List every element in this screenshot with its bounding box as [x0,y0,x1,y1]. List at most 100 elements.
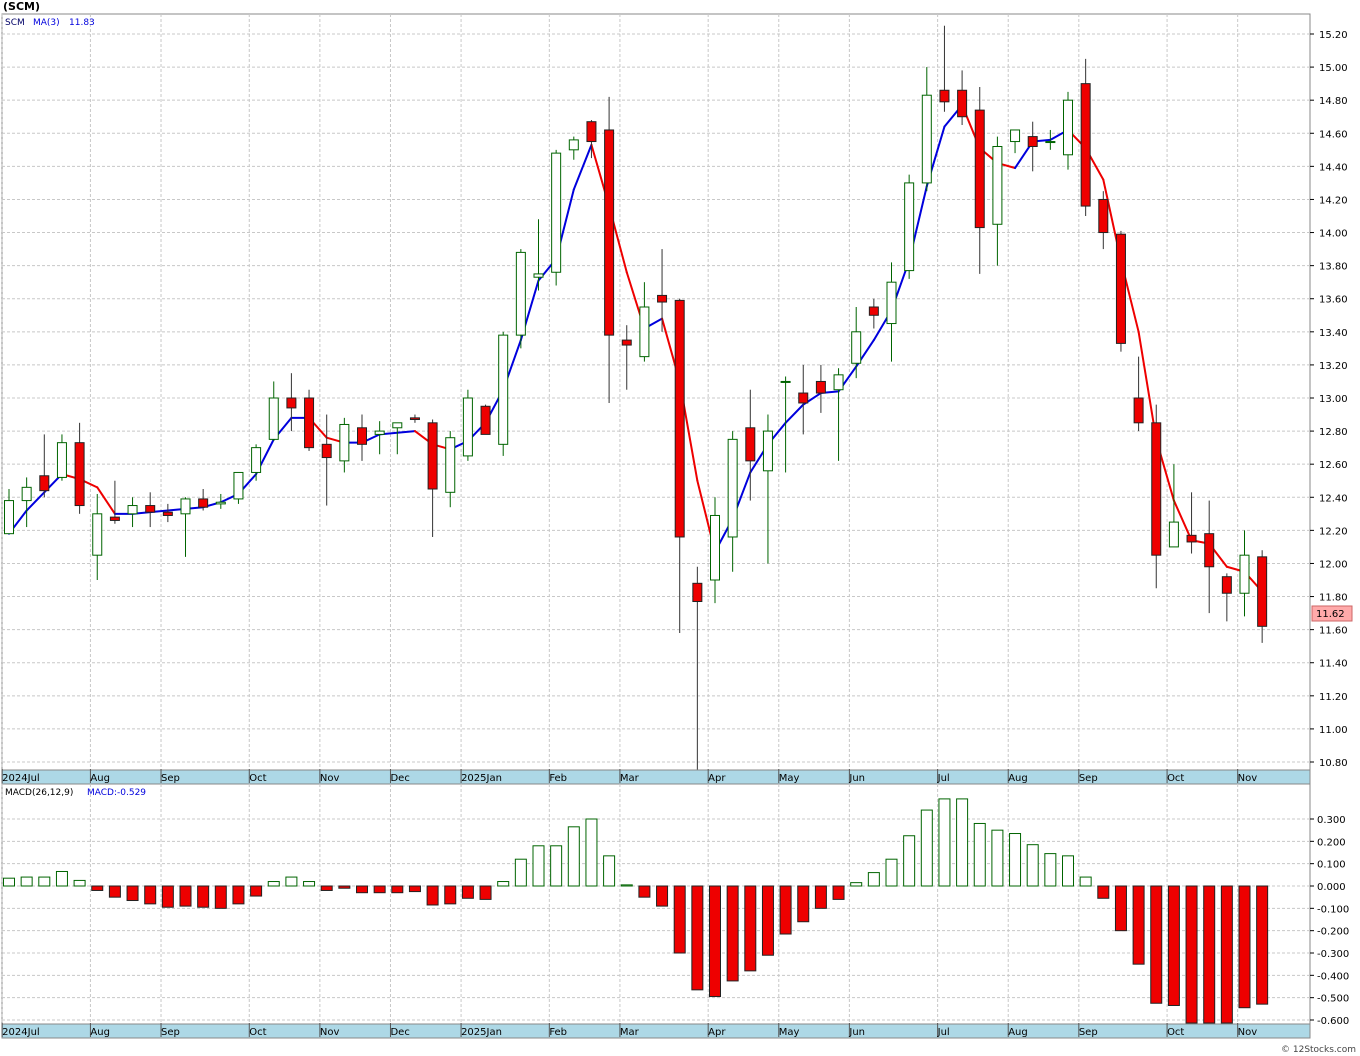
x-tick-label: Nov [1238,773,1258,784]
price-tick-label: 13.60 [1319,295,1348,306]
candle-body [409,417,420,421]
candle-body [127,505,138,515]
x-tick-label: Nov [1238,1027,1258,1038]
macd-bar [867,872,880,887]
x-tick-label: Apr [708,1027,726,1038]
macd-bar [320,885,333,891]
macd-bar [620,884,633,887]
macd-bar [973,822,986,887]
x-tick-label: Oct [249,773,266,784]
candle [710,497,720,604]
candle [1204,500,1215,614]
x-tick-label: Mar [620,773,640,784]
macd-tick-label: 0.100 [1317,860,1346,871]
x-tick-label: Sep [1079,773,1098,784]
candle-body [692,582,703,603]
candle-body [868,306,879,316]
candle-body [798,392,809,404]
x-tick-label: Oct [249,1027,266,1038]
legend-symbol: SCM [5,18,25,28]
candle [586,120,597,159]
candle-body [92,513,103,556]
candle-body [833,374,844,391]
macd-bar [3,877,15,887]
candle [868,298,879,329]
macd-bar [1009,833,1022,887]
macd-bar [850,882,863,887]
candle-body [268,397,279,440]
candle-body [639,306,650,358]
macd-bar [991,829,1004,887]
candle [904,174,915,279]
candle [286,373,297,432]
candle [109,480,120,524]
candle-body [1063,99,1073,156]
candle-body [974,109,985,229]
candle [798,364,809,435]
macd-bar [179,885,192,907]
candle [1115,230,1126,352]
x-tick-label: Feb [549,773,567,784]
legend-ma-value: 11.83 [69,18,95,28]
candle [1045,129,1056,150]
macd-bar [232,885,245,905]
x-tick-label: Sep [161,773,180,784]
price-tick-label: 12.80 [1319,427,1348,438]
candle-body [992,146,1003,225]
candle-body [657,294,668,303]
macd-bar [267,881,280,887]
x-tick-label: Oct [1167,773,1184,784]
macd-bar [514,858,527,887]
price-tick-label: 13.00 [1319,394,1348,405]
macd-bar [108,885,121,898]
price-tick-label: 14.20 [1319,195,1348,206]
x-tick-label: Aug [1008,1027,1028,1038]
price-tick-label: 14.00 [1319,229,1348,240]
candle [515,249,526,349]
candle [180,497,191,557]
price-tick-label: 14.40 [1319,162,1348,173]
macd-tick-label: 0.300 [1317,815,1346,826]
candle-body [145,505,156,513]
x-tick-label: Sep [1079,1027,1098,1038]
macd-bar [814,885,827,909]
macd-bar [214,885,227,909]
candle-body [815,380,826,394]
price-tick-label: 12.20 [1319,526,1348,537]
candle [215,493,226,509]
candle [162,503,173,523]
candle [92,493,103,580]
candle-body [1168,521,1179,548]
macd-bar [479,885,492,900]
x-tick-label: Jul [937,1027,950,1038]
candle [851,307,862,379]
macd-bar [1044,853,1057,887]
x-tick-label: Mar [620,1027,640,1038]
candle [1027,121,1038,172]
macd-tick-label: -0.300 [1317,949,1349,960]
candle-body [904,182,915,272]
candle [815,364,826,413]
x-tick-label: Oct [1167,1027,1184,1038]
x-tick-label: 2025Jan [461,773,502,784]
candle-body [21,486,32,502]
candle-body [710,514,720,581]
candle-body [198,498,209,508]
macd-bar [550,845,563,887]
x-tick-label: Aug [1008,773,1028,784]
price-tick-label: 12.60 [1319,460,1348,471]
last-price-marker: 11.62 [1311,605,1353,622]
candle [304,389,315,451]
candle-body [392,422,403,429]
ma3-segment [572,143,593,191]
candle-body [780,380,791,383]
candle-body [1133,397,1144,424]
price-x-axis-bar [1,769,1311,785]
candle-body [1098,198,1109,234]
macd-bar [1079,876,1092,887]
ma3-segment [25,491,46,512]
macd-bar [303,881,316,887]
macd-bar [903,835,916,887]
macd-bar [1132,885,1145,965]
